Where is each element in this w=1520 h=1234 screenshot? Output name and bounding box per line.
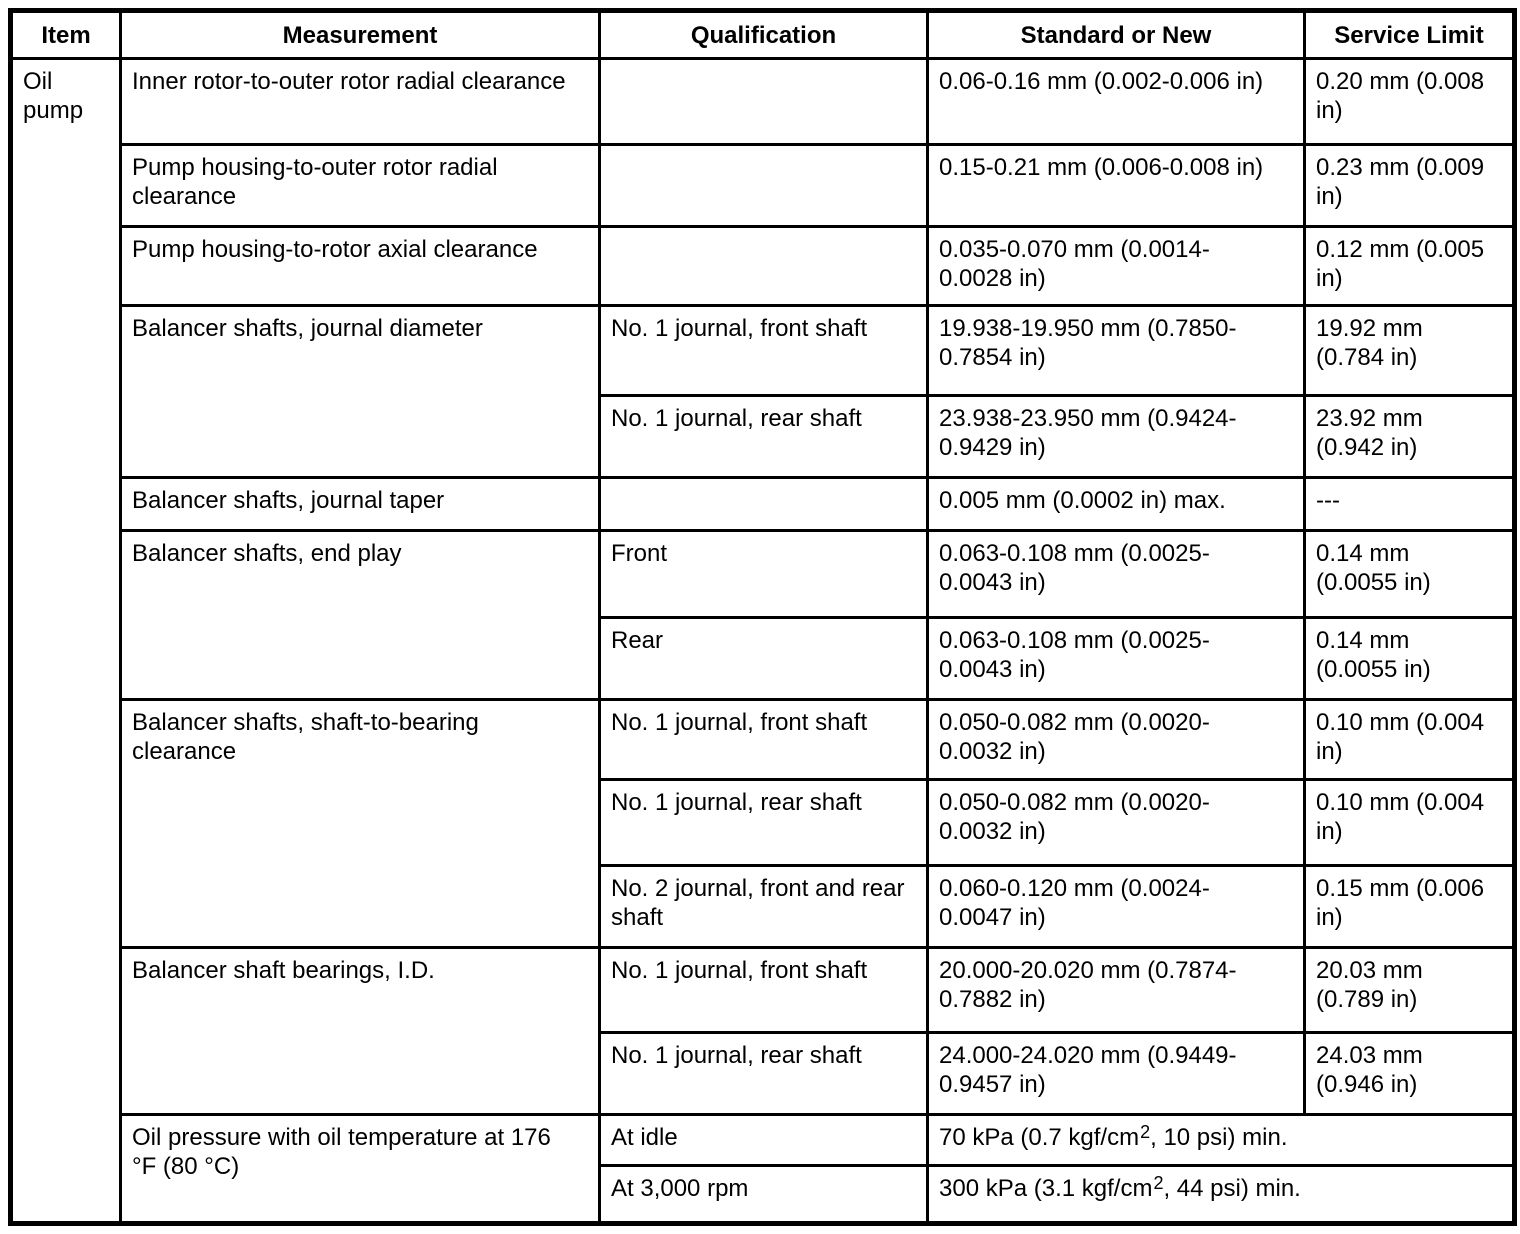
service-limit-cell: 19.92 mm (0.784 in) (1303, 304, 1516, 397)
measurement-cell: Oil pressure with oil temperature at 176… (119, 1113, 601, 1225)
pressure-value-tail: , 10 psi) min. (1150, 1124, 1288, 1151)
spec-row: Balancer shaft bearings, I.D. No. 1 jour… (11, 946, 1516, 1116)
standard-cell: 0.063-0.108 mm (0.0025-0.0043 in) (926, 529, 1306, 619)
service-limit-cell: 0.10 mm (0.004 in) (1303, 778, 1516, 867)
service-limit-cell: 0.12 mm (0.005 in) (1303, 225, 1516, 307)
service-limit-cell: 0.20 mm (0.008 in) (1303, 57, 1516, 146)
service-limit-cell: 0.10 mm (0.004 in) (1303, 698, 1516, 781)
header-row: Item Measurement Qualification Standard … (9, 9, 1516, 60)
service-limit-cell: 0.14 mm (0.0055 in) (1303, 616, 1516, 701)
standard-cell: 0.063-0.108 mm (0.0025-0.0043 in) (926, 616, 1306, 701)
spec-row: No. 1 journal, rear shaft 0.050-0.082 mm… (11, 778, 1516, 867)
standard-cell: 20.000-20.020 mm (0.7874-0.7882 in) (926, 946, 1306, 1034)
qualification-cell: No. 1 journal, front shaft (598, 698, 929, 781)
qualification-cell: Rear (598, 616, 929, 701)
spec-row: Pump housing-to-rotor axial clearance 0.… (11, 225, 1516, 307)
measurement-cell: Balancer shafts, end play (119, 529, 601, 701)
measurement-cell: Pump housing-to-outer rotor radial clear… (119, 143, 601, 228)
col-header-qualification: Qualification (598, 9, 929, 60)
standard-cell: 0.060-0.120 mm (0.0024-0.0047 in) (926, 864, 1306, 949)
qualification-cell: No. 1 journal, rear shaft (598, 778, 929, 867)
spec-row: No. 1 journal, rear shaft 24.000-24.020 … (11, 1031, 1516, 1116)
standard-cell: 0.005 mm (0.0002 in) max. (926, 476, 1306, 532)
spec-row: No. 2 journal, front and rear shaft 0.06… (11, 864, 1516, 949)
oil-pump-specifications-table: Item Measurement Qualification Standard … (8, 8, 1517, 1226)
service-limit-cell: 0.23 mm (0.009 in) (1303, 143, 1516, 228)
service-limit-cell: 0.15 mm (0.006 in) (1303, 864, 1516, 949)
qualification-cell: No. 1 journal, front shaft (598, 946, 929, 1034)
measurement-cell: Balancer shafts, journal taper (119, 476, 601, 532)
qualification-cell (598, 143, 929, 228)
spec-row: Oil pump Inner rotor-to-outer rotor radi… (9, 57, 1516, 1225)
qualification-cell (598, 225, 929, 307)
superscript-exponent: 2 (1153, 1173, 1164, 1193)
standard-cell: 0.035-0.070 mm (0.0014-0.0028 in) (926, 225, 1306, 307)
standard-cell: 0.050-0.082 mm (0.0020-0.0032 in) (926, 778, 1306, 867)
col-header-standard: Standard or New (926, 9, 1306, 60)
standard-cell: 70 kPa (0.7 kgf/cm2, 10 psi) min. (926, 1113, 1516, 1167)
measurement-cell: Balancer shafts, shaft-to-bearing cleara… (119, 698, 601, 949)
measurement-cell: Balancer shafts, journal diameter (119, 304, 601, 479)
standard-cell: 0.050-0.082 mm (0.0020-0.0032 in) (926, 698, 1306, 781)
service-limit-cell: 23.92 mm (0.942 in) (1303, 394, 1516, 479)
col-header-measurement: Measurement (119, 9, 601, 60)
measurement-cell: Inner rotor-to-outer rotor radial cleara… (119, 57, 601, 146)
service-limit-cell: --- (1303, 476, 1516, 532)
qualification-cell: At idle (598, 1113, 929, 1167)
qualification-cell: Front (598, 529, 929, 619)
qualification-cell (598, 476, 929, 532)
qualification-cell: No. 1 journal, rear shaft (598, 394, 929, 479)
service-limit-cell: 24.03 mm (0.946 in) (1303, 1031, 1516, 1116)
standard-cell: 0.06-0.16 mm (0.002-0.006 in) (926, 57, 1306, 146)
standard-cell: 24.000-24.020 mm (0.9449-0.9457 in) (926, 1031, 1306, 1116)
measurement-cell: Pump housing-to-rotor axial clearance (119, 225, 601, 307)
spec-row: Pump housing-to-outer rotor radial clear… (11, 143, 1516, 228)
service-limit-cell: 0.14 mm (0.0055 in) (1303, 529, 1516, 619)
pressure-value-tail: , 44 psi) min. (1163, 1175, 1301, 1202)
spec-row: No. 1 journal, rear shaft 23.938-23.950 … (11, 394, 1516, 479)
spec-row: Balancer shafts, end play Front 0.063-0.… (11, 529, 1516, 701)
qualification-cell: At 3,000 rpm (598, 1164, 929, 1225)
spec-row: Rear 0.063-0.108 mm (0.0025-0.0043 in) 0… (11, 616, 1516, 701)
standard-cell: 0.15-0.21 mm (0.006-0.008 in) (926, 143, 1306, 228)
measurement-cell: Balancer shaft bearings, I.D. (119, 946, 601, 1116)
spec-row: Balancer shafts, journal diameter No. 1 … (11, 304, 1516, 479)
col-header-item: Item (9, 9, 122, 60)
qualification-cell: No. 1 journal, front shaft (598, 304, 929, 397)
qualification-cell: No. 2 journal, front and rear shaft (598, 864, 929, 949)
standard-cell: 19.938-19.950 mm (0.7850-0.7854 in) (926, 304, 1306, 397)
col-header-service-limit: Service Limit (1303, 9, 1516, 60)
pressure-value: 70 kPa (0.7 kgf/cm (939, 1124, 1140, 1151)
pressure-value: 300 kPa (3.1 kgf/cm (939, 1175, 1153, 1202)
spec-row: Balancer shafts, shaft-to-bearing cleara… (11, 698, 1516, 949)
qualification-cell: No. 1 journal, rear shaft (598, 1031, 929, 1116)
spec-row: At 3,000 rpm 300 kPa (3.1 kgf/cm2, 44 ps… (11, 1164, 1516, 1225)
standard-cell: 23.938-23.950 mm (0.9424-0.9429 in) (926, 394, 1306, 479)
qualification-cell (598, 57, 929, 146)
superscript-exponent: 2 (1140, 1122, 1151, 1142)
item-cell: Oil pump (9, 57, 122, 1225)
spec-row: Balancer shafts, journal taper 0.005 mm … (11, 476, 1516, 532)
spec-row: Oil pressure with oil temperature at 176… (11, 1113, 1516, 1225)
standard-cell: 300 kPa (3.1 kgf/cm2, 44 psi) min. (926, 1164, 1516, 1225)
service-limit-cell: 20.03 mm (0.789 in) (1303, 946, 1516, 1034)
